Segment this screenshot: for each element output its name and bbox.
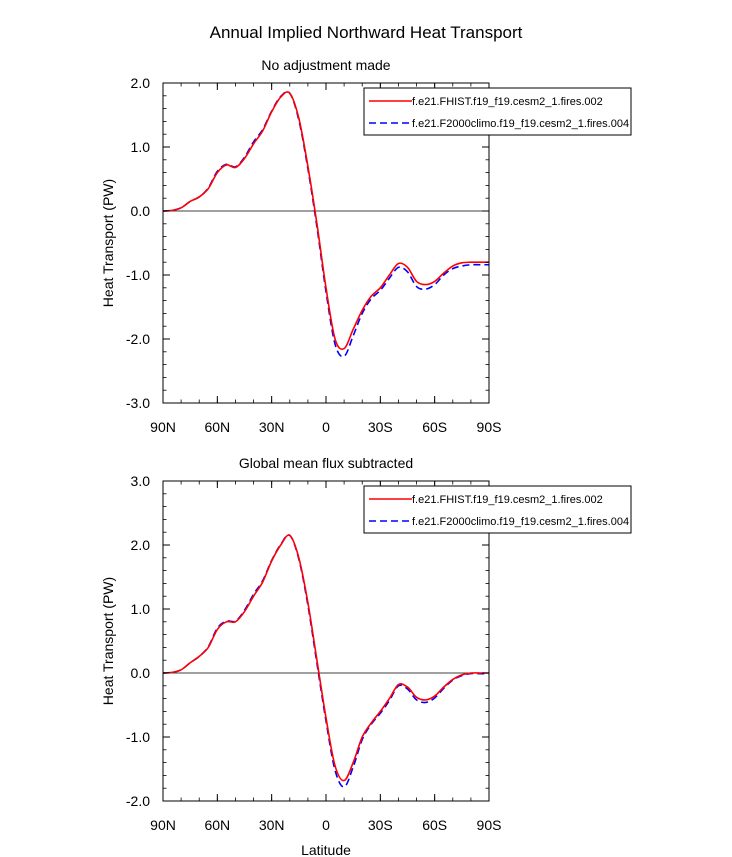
legend: f.e21.FHIST.f19_f19.cesm2_1.fires.002 f.e… bbox=[363, 485, 632, 534]
legend-label: f.e21.FHIST.f19_f19.cesm2_1.fires.002 bbox=[412, 494, 603, 506]
y-tick-label: -2.0 bbox=[126, 331, 150, 347]
series-line-1 bbox=[162, 91, 489, 350]
x-tick-label: 0 bbox=[322, 817, 330, 833]
x-tick-label: 0 bbox=[322, 419, 330, 435]
chart-panel-1: No adjustment made2.01.00.0-1.0-2.0-3.09… bbox=[100, 57, 632, 435]
y-tick-label: 1.0 bbox=[131, 139, 151, 155]
legend-label: f.e21.FHIST.f19_f19.cesm2_1.fires.002 bbox=[412, 96, 603, 108]
y-tick-label: 1.0 bbox=[131, 601, 151, 617]
y-tick-label: 0.0 bbox=[131, 665, 151, 681]
figure-title: Annual Implied Northward Heat Transport bbox=[210, 23, 523, 42]
series-line-2 bbox=[162, 534, 489, 788]
x-tick-label: 90S bbox=[477, 817, 502, 833]
y-tick-label: -1.0 bbox=[126, 267, 150, 283]
x-tick-label: 30N bbox=[259, 817, 285, 833]
x-tick-label: 30N bbox=[259, 419, 285, 435]
x-tick-label: 60S bbox=[422, 817, 447, 833]
panel-title: No adjustment made bbox=[261, 57, 390, 73]
x-tick-label: 60N bbox=[204, 817, 230, 833]
legend-label: f.e21.F2000climo.f19_f19.cesm2_1.fires.0… bbox=[412, 516, 629, 528]
x-tick-label: 60S bbox=[422, 419, 447, 435]
legend-box bbox=[363, 485, 632, 534]
y-tick-label: 3.0 bbox=[131, 473, 151, 489]
x-tick-label: 30S bbox=[368, 817, 393, 833]
y-tick-label: 0.0 bbox=[131, 203, 151, 219]
y-tick-label: 2.0 bbox=[131, 75, 151, 91]
panel-title: Global mean flux subtracted bbox=[239, 455, 413, 471]
legend: f.e21.FHIST.f19_f19.cesm2_1.fires.002 f.e… bbox=[363, 87, 632, 136]
x-axis-title: Latitude bbox=[301, 842, 351, 857]
x-tick-label: 90S bbox=[477, 419, 502, 435]
x-tick-label: 60N bbox=[204, 419, 230, 435]
series-line-1 bbox=[162, 534, 489, 782]
y-tick-label: -2.0 bbox=[126, 793, 150, 809]
y-tick-label: 2.0 bbox=[131, 537, 151, 553]
y-axis-title: Heat Transport (PW) bbox=[100, 577, 116, 705]
y-tick-label: -1.0 bbox=[126, 729, 150, 745]
panels: No adjustment made2.01.00.0-1.0-2.0-3.09… bbox=[100, 57, 632, 857]
y-tick-label: -3.0 bbox=[126, 395, 150, 411]
x-tick-label: 30S bbox=[368, 419, 393, 435]
x-tick-label: 90N bbox=[150, 817, 176, 833]
legend-label: f.e21.F2000climo.f19_f19.cesm2_1.fires.0… bbox=[412, 118, 629, 130]
y-axis-title: Heat Transport (PW) bbox=[100, 179, 116, 307]
legend-box bbox=[363, 87, 632, 136]
x-tick-label: 90N bbox=[150, 419, 176, 435]
chart-panel-2: Global mean flux subtracted 3.0 2.0 1.0 0.0 -… bbox=[100, 455, 632, 857]
